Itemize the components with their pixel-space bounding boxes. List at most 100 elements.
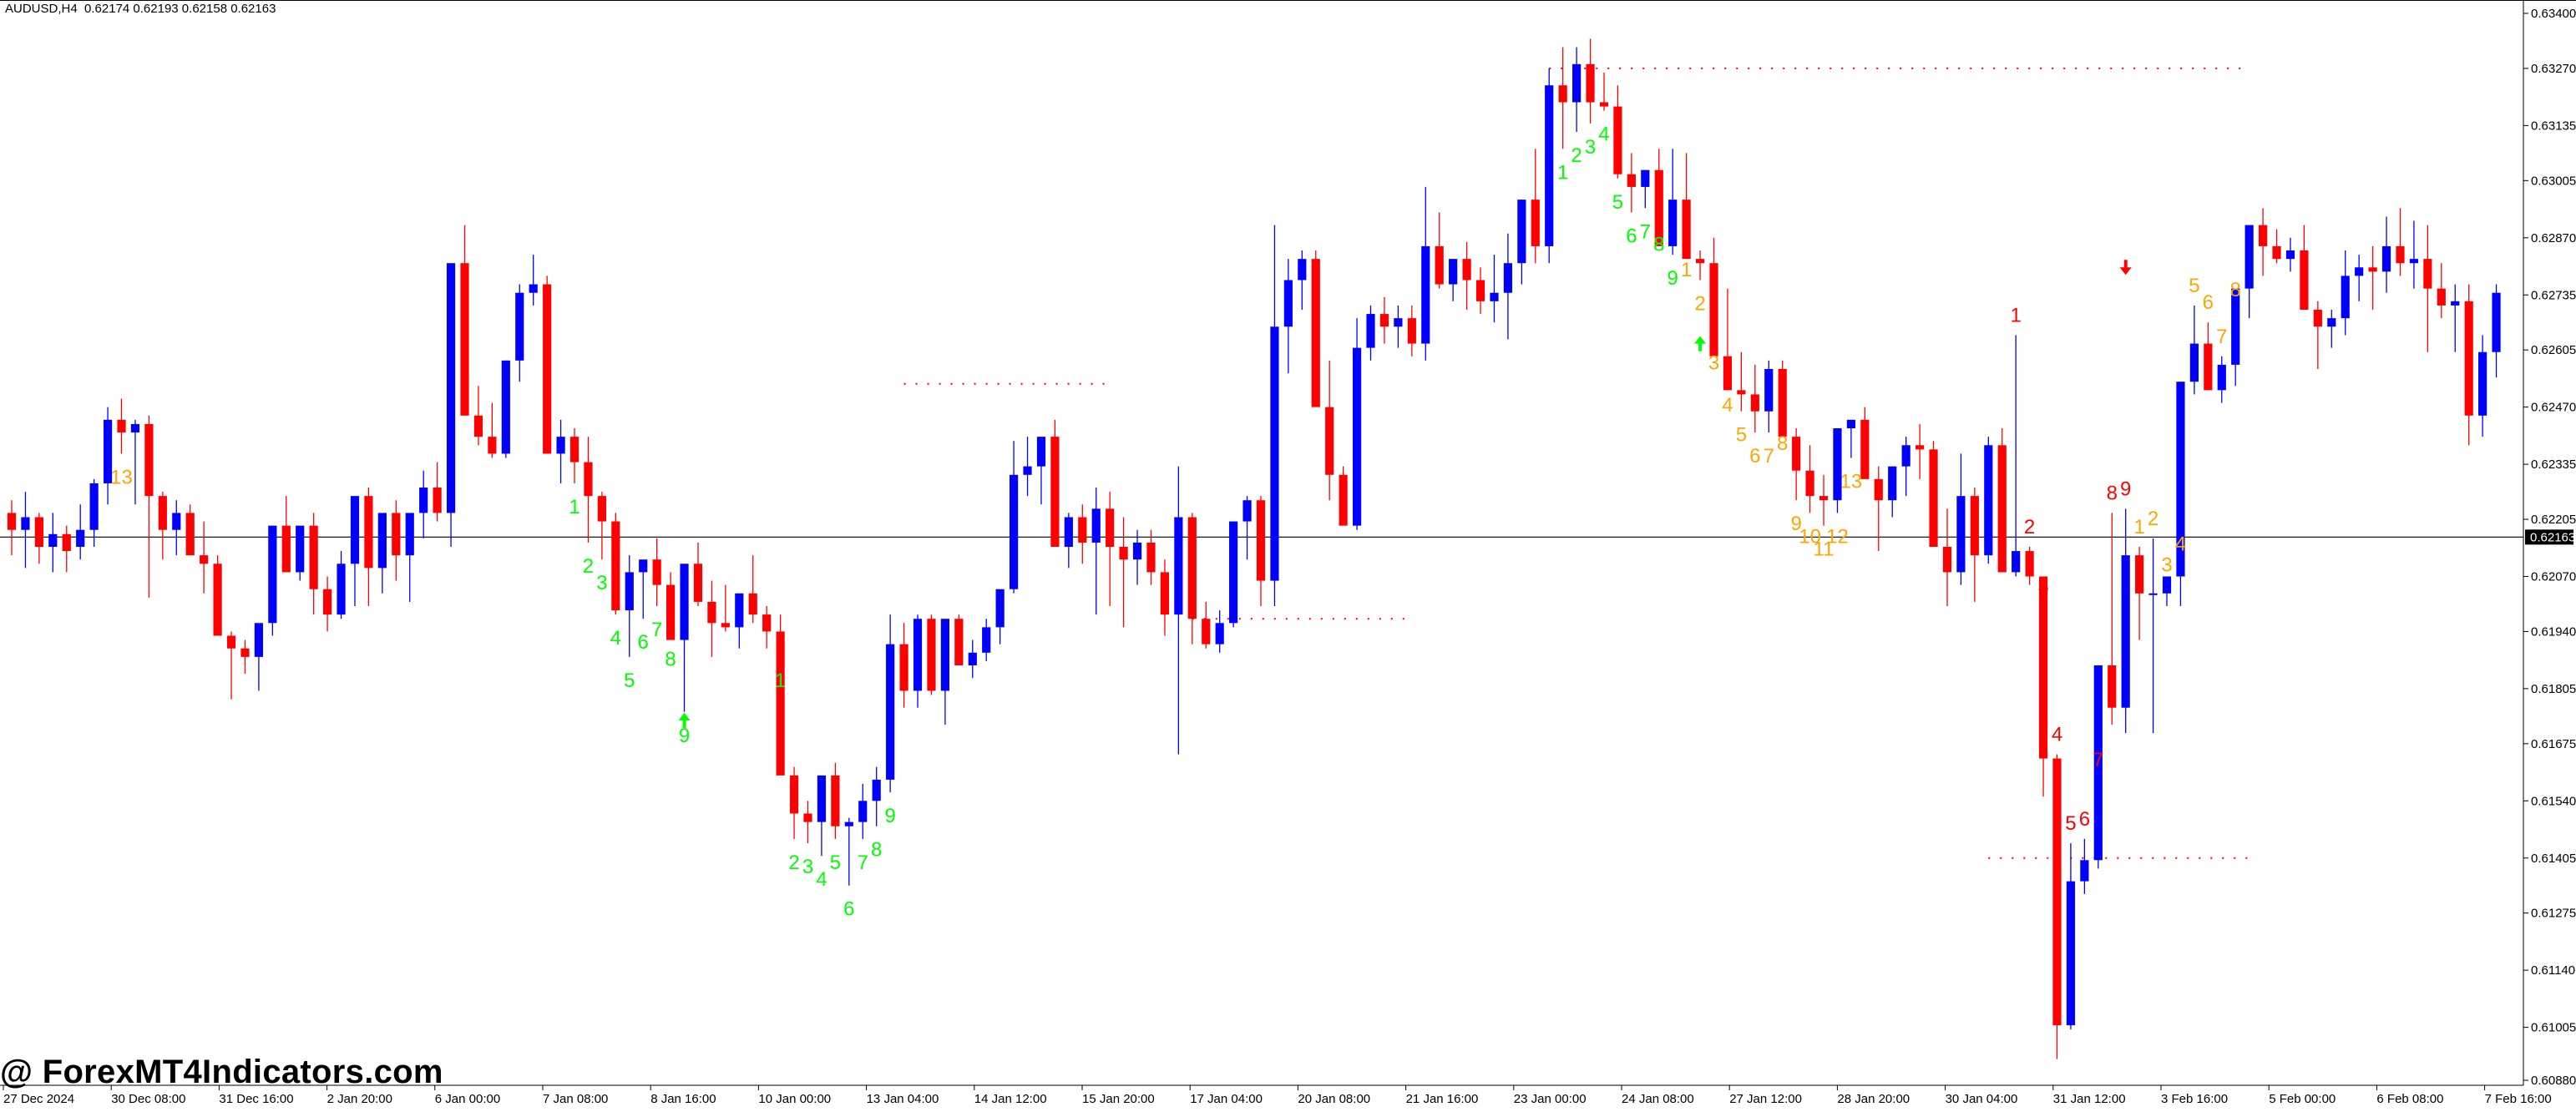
bear-candle (831, 775, 840, 826)
bull-candle (2381, 245, 2391, 272)
bull-candle (103, 419, 113, 483)
bear-candle (281, 525, 291, 573)
sequential-count-label: 2 (2148, 508, 2158, 530)
bear-candle (1778, 369, 1787, 437)
bull-candle (1064, 517, 1073, 547)
bear-candle (1202, 619, 1211, 644)
bull-candle (2093, 665, 2103, 861)
time-axis-label: 8 Jan 16:00 (650, 1092, 716, 1106)
bull-candle (1764, 369, 1774, 412)
sequential-count-label: 5 (830, 852, 841, 874)
bear-candle (1682, 200, 1691, 260)
bull-candle (886, 644, 895, 780)
time-axis-label: 7 Feb 16:00 (2485, 1092, 2552, 1106)
sequential-count-label: 2 (788, 852, 799, 874)
price-axis-label: 0.63270 (2531, 62, 2576, 76)
bear-candle (2368, 267, 2377, 272)
price-axis-label: 0.63400 (2531, 7, 2576, 21)
bull-candle (1366, 314, 1375, 348)
bear-candle (1462, 259, 1471, 281)
sequential-count-label: 6 (1626, 225, 1637, 247)
sequential-count-label: 11 (1814, 538, 1835, 561)
bear-candle (1874, 478, 1883, 501)
bear-candle (1792, 437, 1801, 471)
bear-candle (2313, 310, 2322, 327)
sequential-count-label: 8 (2107, 482, 2118, 504)
sequential-count-label: 8 (871, 839, 882, 862)
sequential-count-label: 7 (1640, 220, 1651, 243)
bull-candle (1242, 500, 1252, 522)
bear-candle (364, 496, 373, 569)
bull-candle (2148, 593, 2158, 595)
sequential-count-label: 9 (884, 805, 895, 827)
bear-candle (803, 813, 812, 822)
bull-candle (1668, 200, 1678, 246)
bull-candle (1229, 521, 1238, 624)
bull-candle (2478, 351, 2487, 416)
sequential-count-label: 2 (2024, 516, 2035, 538)
bear-candle (666, 584, 676, 640)
sequential-count-label: 1 (569, 496, 579, 518)
bear-candle (721, 623, 730, 628)
bull-candle (1833, 428, 1842, 501)
bear-candle (1160, 572, 1170, 615)
symbol-ohlc-header: AUDUSD,H4 0.62174 0.62193 0.62158 0.6216… (5, 2, 276, 16)
time-axis-label: 6 Jan 00:00 (435, 1092, 500, 1106)
current-price-label: 0.62163 (2530, 530, 2575, 544)
time-axis-label: 30 Dec 08:00 (111, 1092, 185, 1106)
sequential-count-label: 13 (1840, 471, 1863, 493)
price-axis-label: 0.60880 (2531, 1074, 2576, 1088)
bull-candle (350, 496, 360, 564)
bear-candle (597, 496, 606, 522)
bull-candle (2162, 576, 2172, 594)
bull-candle (1215, 623, 1224, 644)
arrow-down-icon (2119, 260, 2132, 275)
bull-candle (1517, 200, 1526, 264)
bear-candle (569, 437, 579, 462)
bear-candle (1119, 547, 1128, 560)
price-axis-label: 0.62605 (2531, 343, 2576, 357)
bull-candle (2341, 275, 2350, 319)
sequential-count-label: 6 (2203, 291, 2214, 314)
bull-candle (2012, 551, 2021, 573)
price-axis-label: 0.61275 (2531, 907, 2576, 921)
bull-candle (680, 564, 689, 640)
bear-candle (1942, 547, 1952, 573)
bull-candle (2245, 225, 2254, 289)
bear-candle (1997, 445, 2007, 573)
sequential-count-label: 7 (2093, 749, 2103, 771)
bull-candle (1283, 280, 1293, 327)
bull-candle (817, 775, 827, 822)
bull-candle (2066, 881, 2076, 1026)
sequential-count-label: 8 (2230, 279, 2241, 301)
bear-candle (2437, 288, 2446, 306)
bear-candle (1339, 474, 1348, 526)
price-axis-label: 0.61805 (2531, 682, 2576, 696)
sequential-count-label: 4 (2052, 724, 2062, 746)
time-axis-label: 13 Jan 04:00 (867, 1092, 939, 1106)
bear-candle (158, 496, 167, 530)
bear-candle (1558, 85, 1567, 103)
bear-candle (707, 601, 716, 624)
bear-candle (1916, 445, 1925, 450)
price-axis-label: 0.61005 (2531, 1021, 2576, 1035)
bear-candle (1819, 496, 1829, 501)
bear-candle (2204, 343, 2213, 391)
bull-candle (48, 533, 58, 547)
sequential-count-label: 1 (2010, 304, 2021, 326)
bull-candle (2176, 382, 2185, 577)
bear-candle (460, 263, 469, 416)
bear-candle (2052, 758, 2062, 1026)
bear-candle (2258, 225, 2268, 246)
bear-candle (1475, 280, 1485, 301)
bear-candle (1311, 259, 1320, 407)
time-axis-label: 31 Jan 12:00 (2053, 1092, 2126, 1106)
bull-candle (515, 292, 524, 361)
bull-candle (1421, 245, 1430, 344)
bear-candle (34, 517, 43, 547)
bear-candle (1709, 263, 1718, 356)
time-axis-label: 2 Jan 20:00 (327, 1092, 392, 1106)
price-axis-label: 0.63005 (2531, 174, 2576, 188)
